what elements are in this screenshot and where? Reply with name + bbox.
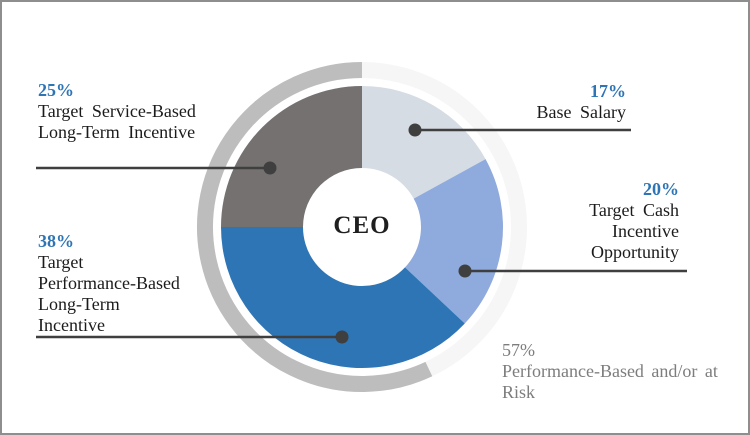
callout-pct: 25% <box>38 80 74 100</box>
leader-dot <box>408 123 422 137</box>
callout-pct: 20% <box>643 179 679 199</box>
slice-base-salary <box>362 86 486 199</box>
callout-line: Target <box>38 252 84 272</box>
callout-line: Long-Term <box>38 294 120 314</box>
chart-center-label: CEO <box>333 212 391 239</box>
slice-target-performance-based-long-term-incentive <box>221 227 465 368</box>
callout-pct: 17% <box>590 81 626 101</box>
callout-line: Incentive <box>38 315 105 335</box>
callout-pct: 38% <box>38 231 74 251</box>
callout-at-risk: 57% Performance-Based and/or at Risk <box>502 340 718 403</box>
slice-target-service-based-long-term-incentive <box>221 86 362 227</box>
callout-line: Opportunity <box>591 242 679 262</box>
callout-line: Target Cash <box>589 200 679 220</box>
leader-dot <box>458 264 472 278</box>
callout-line: Performance-Based and/or at <box>502 361 718 381</box>
callout-line: Target Service-Based <box>38 101 196 121</box>
callout-line: Long-Term Incentive <box>38 122 196 142</box>
callout-pct: 57% <box>502 340 535 360</box>
callout-line: Performance-Based <box>38 273 180 293</box>
at-risk-arc <box>197 62 433 392</box>
callout-line: Base Salary <box>536 102 626 122</box>
callout-cash-incentive: 20% Target Cash Incentive Opportunity <box>589 179 679 263</box>
slice-target-cash-incentive-opportunity <box>405 159 503 324</box>
callout-line: Incentive <box>612 221 679 241</box>
leader-dot <box>335 330 349 344</box>
leader-dot <box>263 161 277 175</box>
callout-base-salary: 17% Base Salary <box>537 81 626 123</box>
callout-line: Risk <box>502 382 536 402</box>
callout-service-based-lti: 25% Target Service-Based Long-Term Incen… <box>38 80 196 143</box>
callout-performance-based-lti: 38% Target Performance-Based Long-Term I… <box>38 231 180 336</box>
